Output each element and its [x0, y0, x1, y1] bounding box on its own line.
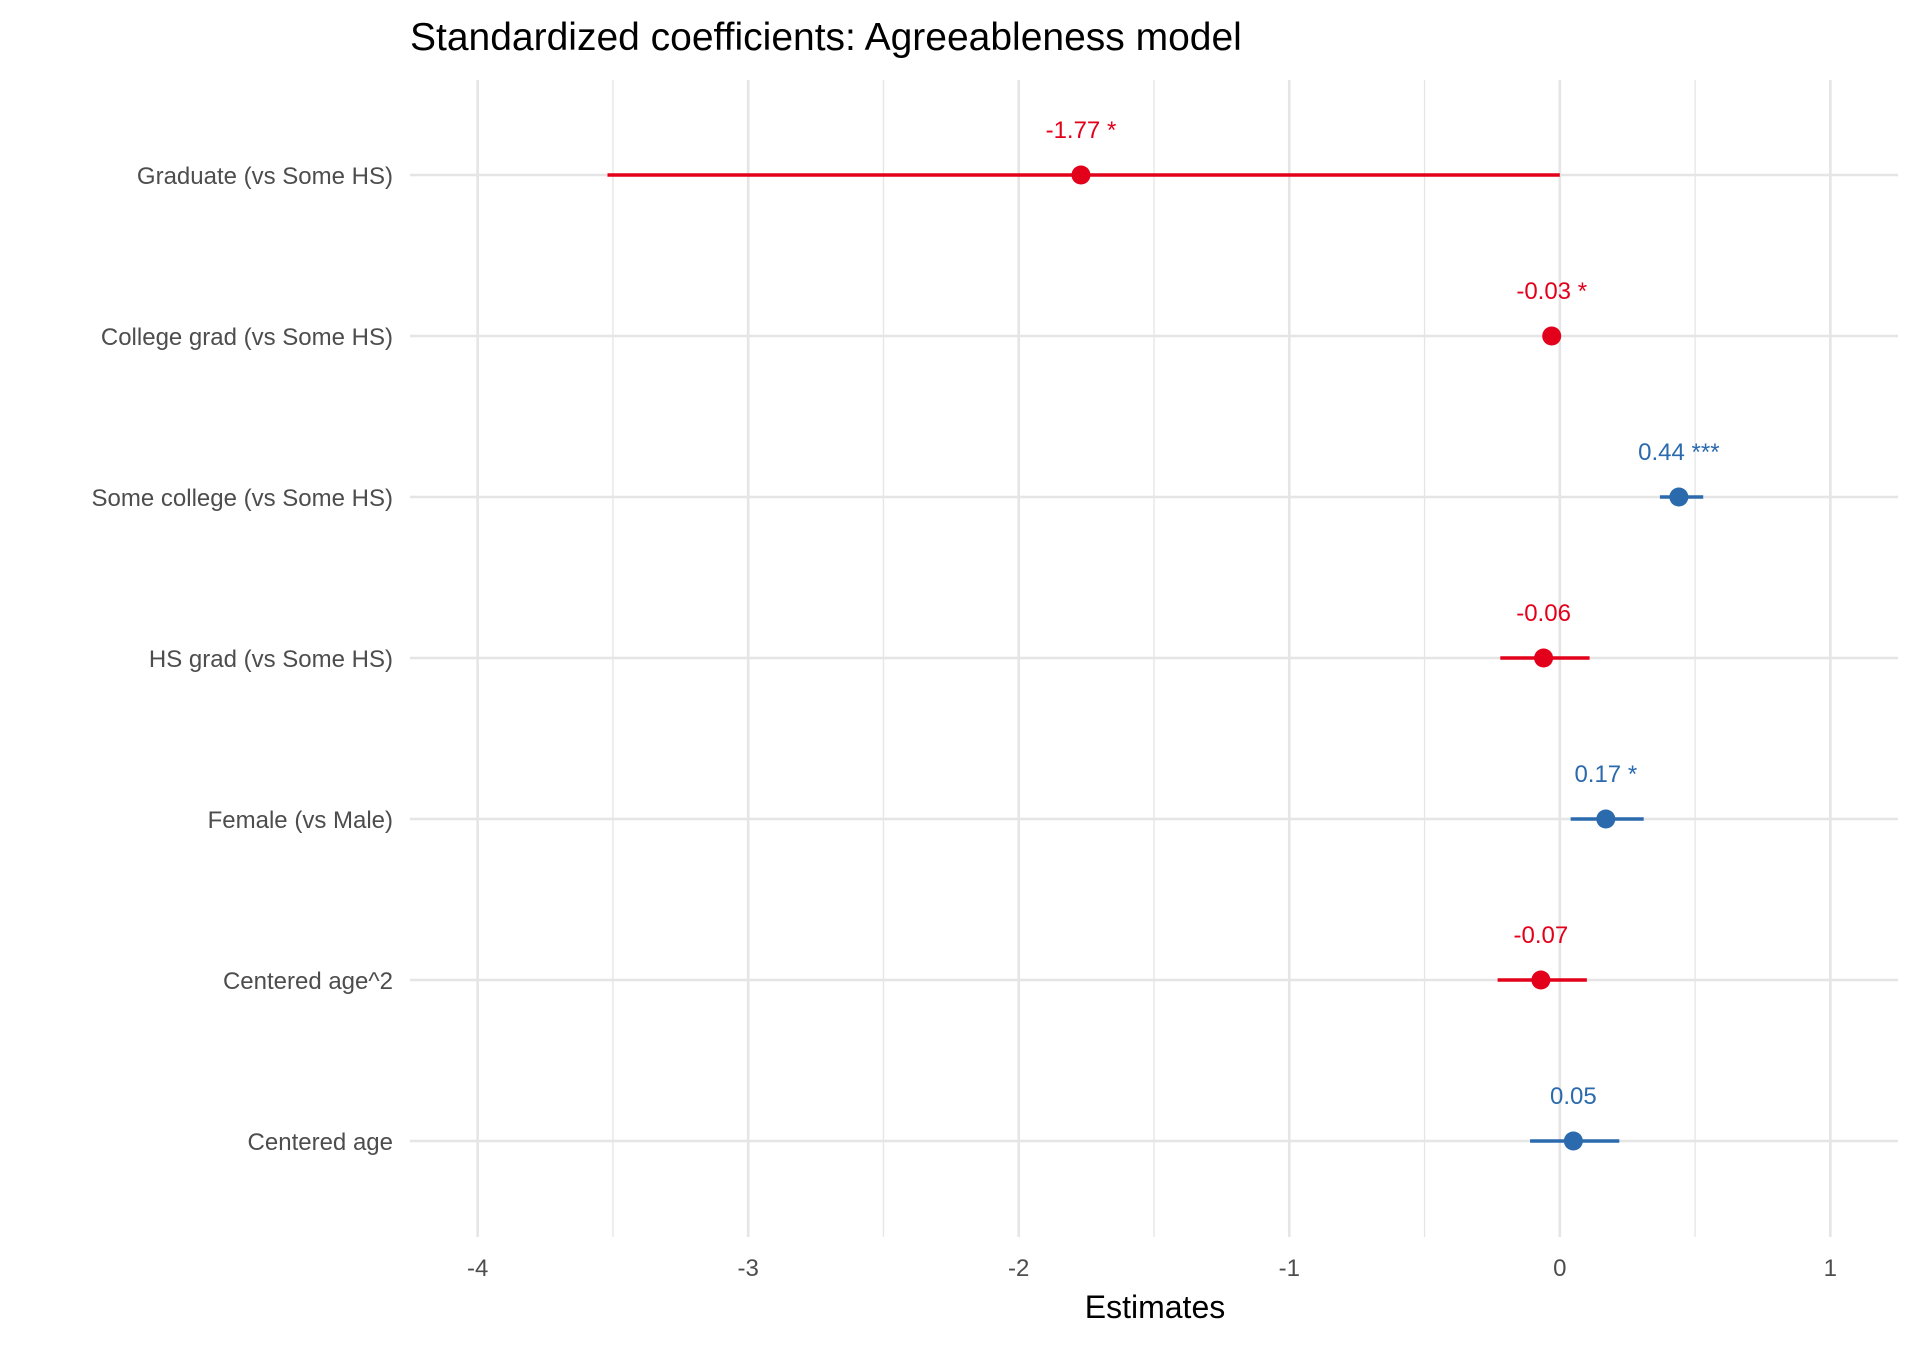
estimate-label: -1.77 *	[1046, 117, 1117, 144]
estimate-label: -0.06	[1516, 600, 1571, 627]
x-tick-label: 0	[1553, 1255, 1566, 1282]
x-tick-label: -4	[467, 1255, 488, 1282]
estimate-point	[1563, 1131, 1583, 1151]
estimate-point	[1542, 326, 1562, 346]
estimate-point	[1669, 487, 1689, 507]
estimate-point	[1071, 165, 1091, 185]
estimate-point	[1596, 809, 1616, 829]
y-tick-label: Some college (vs Some HS)	[92, 485, 393, 512]
y-tick-label: College grad (vs Some HS)	[101, 324, 393, 351]
estimate-label: -0.07	[1514, 922, 1569, 949]
x-tick-label: -2	[1008, 1255, 1029, 1282]
chart-title: Standardized coefficients: Agreeableness…	[410, 16, 1242, 59]
y-tick-label: Female (vs Male)	[208, 807, 393, 834]
y-tick-label: Centered age	[248, 1129, 393, 1156]
x-tick-label: -3	[738, 1255, 759, 1282]
x-tick-label: 1	[1824, 1255, 1837, 1282]
marks: -1.77 * -0.03 * 0.44 *** -0.06 0.17 * -0.07 0.…	[607, 117, 1720, 1151]
estimate-label: 0.44 ***	[1638, 439, 1719, 466]
y-tick-label: HS grad (vs Some HS)	[149, 646, 393, 673]
y-tick-label: Centered age^2	[223, 968, 393, 995]
x-tick-label: -1	[1279, 1255, 1300, 1282]
y-tick-label: Graduate (vs Some HS)	[137, 163, 393, 190]
x-axis-title: Estimates	[1085, 1289, 1225, 1325]
estimate-point	[1531, 970, 1551, 990]
x-axis-labels: -4 -3 -2 -1 0 1	[467, 1255, 1837, 1282]
grid	[410, 80, 1898, 1237]
estimate-point	[1534, 648, 1554, 668]
estimate-label: -0.03 *	[1516, 278, 1587, 305]
y-axis-labels: Graduate (vs Some HS) College grad (vs So…	[92, 163, 393, 1156]
estimate-label: 0.17 *	[1574, 761, 1637, 788]
estimate-label: 0.05	[1550, 1083, 1597, 1110]
